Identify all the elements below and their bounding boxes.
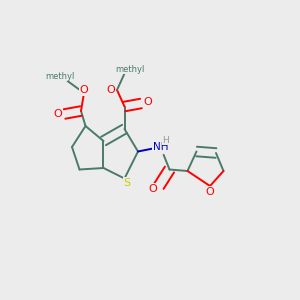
Text: O: O	[148, 184, 158, 194]
Text: O: O	[206, 187, 214, 197]
Text: O: O	[143, 97, 152, 107]
Text: O: O	[53, 109, 62, 119]
Text: methyl: methyl	[115, 64, 145, 74]
Text: NH: NH	[153, 142, 168, 152]
Text: methyl: methyl	[45, 72, 75, 81]
Text: H: H	[163, 136, 169, 145]
Text: O: O	[80, 85, 88, 95]
Text: S: S	[123, 178, 130, 188]
Text: O: O	[106, 85, 115, 95]
